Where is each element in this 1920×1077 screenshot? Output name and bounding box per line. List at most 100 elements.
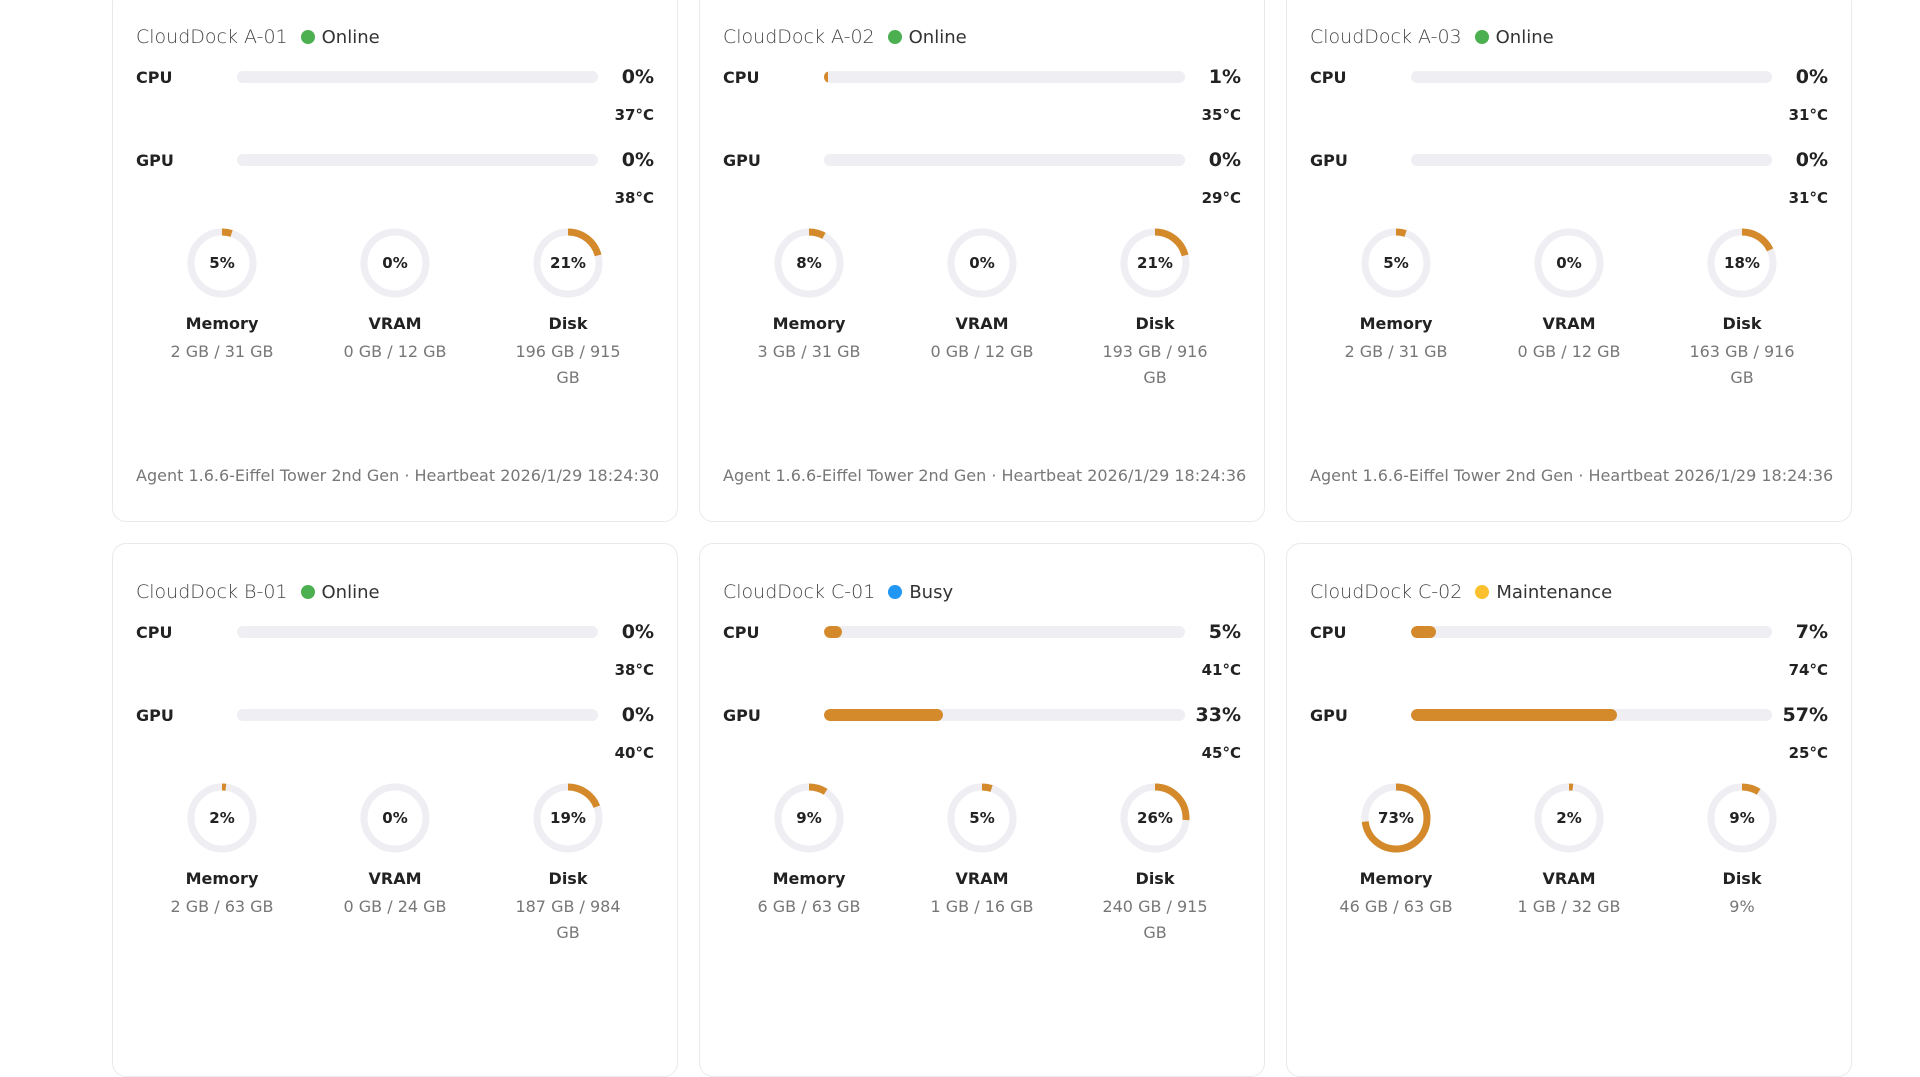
ring-gauge-graphic [533,783,603,853]
device-card[interactable]: CloudDock C-02 Maintenance CPU 7% 74°C G… [1286,543,1852,1077]
gpu-row: GPU 33% [723,700,1241,730]
cpu-temp: 31°C [1788,106,1828,124]
ring-gauge: 8% [773,227,845,299]
ring-percent: 0% [382,254,408,272]
ring-label: Memory [185,869,259,888]
status-dot-icon [1475,585,1490,599]
cpu-temp: 38°C [614,661,654,679]
ring-label: VRAM [955,869,1009,888]
ring-gauge-graphic [1534,783,1604,853]
usage-ring: 0% VRAM 0 GB / 12 GB [896,227,1068,391]
ring-arc [947,783,1017,853]
ring-gauge-graphic [187,228,257,298]
ring-arc [1361,228,1431,298]
ring-percent: 5% [1383,254,1409,272]
device-card[interactable]: CloudDock A-03 Online CPU 0% 31°C GPU 0%… [1286,0,1852,522]
ring-arc [774,228,844,298]
ring-gauge: 21% [1119,227,1191,299]
status-text: Online [908,26,967,48]
usage-ring: 2% Memory 2 GB / 63 GB [136,782,308,946]
gpu-temp: 25°C [1788,744,1828,762]
ring-gauge-graphic [360,783,430,853]
device-card[interactable]: CloudDock B-01 Online CPU 0% 38°C GPU 0%… [112,543,678,1077]
usage-rings: 5% Memory 2 GB / 31 GB 0% VRAM 0 GB / 12… [136,227,654,391]
ring-gauge: 0% [359,227,431,299]
status-text: Online [321,26,380,48]
ring-percent: 0% [382,809,408,827]
ring-gauge: 0% [359,782,431,854]
usage-ring: 19% Disk 187 GB / 984 GB [482,782,654,946]
ring-gauge-graphic [1707,228,1777,298]
ring-gauge: 5% [946,782,1018,854]
ring-percent: 9% [796,809,822,827]
gpu-bar [824,709,1185,721]
ring-label: Disk [1722,314,1762,333]
cpu-value: 0% [1795,66,1828,88]
usage-ring: 5% Memory 2 GB / 31 GB [1310,227,1482,391]
usage-rings: 8% Memory 3 GB / 31 GB 0% VRAM 0 GB / 12… [723,227,1241,391]
usage-ring: 21% Disk 196 GB / 915 GB [482,227,654,391]
ring-percent: 73% [1378,809,1414,827]
ring-label: VRAM [368,314,422,333]
ring-arc [1707,783,1777,853]
ring-detail: 163 GB / 916 GB [1689,342,1795,387]
gpu-bar [237,709,598,721]
card-header: CloudDock A-02 Online [723,24,967,50]
ring-label: VRAM [1542,869,1596,888]
cpu-temp: 37°C [614,106,654,124]
ring-gauge: 18% [1706,227,1778,299]
ring-percent: 21% [550,254,586,272]
ring-gauge-graphic [533,228,603,298]
ring-gauge-graphic [1120,228,1190,298]
cpu-temp: 41°C [1201,661,1241,679]
card-footer: Agent 1.6.6-Eiffel Tower 2nd Gen · Heart… [136,466,660,485]
ring-arc [187,228,257,298]
usage-ring: 8% Memory 3 GB / 31 GB [723,227,895,391]
gpu-bar-fill [824,709,944,721]
ring-percent: 8% [796,254,822,272]
ring-detail: 196 GB / 915 GB [515,342,621,387]
status-dot-icon [300,30,315,44]
cpu-label: CPU [136,622,173,642]
status-text: Online [321,581,380,603]
gpu-value: 0% [621,149,654,171]
ring-gauge: 26% [1119,782,1191,854]
usage-ring: 18% Disk 163 GB / 916 GB [1656,227,1828,391]
device-card[interactable]: CloudDock A-01 Online CPU 0% 37°C GPU 0%… [112,0,678,522]
cpu-bar [237,626,598,638]
gpu-label: GPU [1310,150,1348,170]
ring-gauge: 9% [1706,782,1778,854]
ring-label: Disk [1135,314,1175,333]
gpu-label: GPU [136,150,174,170]
device-card[interactable]: CloudDock A-02 Online CPU 1% 35°C GPU 0%… [699,0,1265,522]
ring-gauge-graphic [1534,228,1604,298]
ring-detail: 46 GB / 63 GB [1339,897,1453,916]
ring-gauge: 21% [532,227,604,299]
cpu-label: CPU [136,67,173,87]
cpu-bar-fill [1411,626,1437,638]
ring-gauge-graphic [1361,228,1431,298]
cpu-label: CPU [1310,622,1347,642]
ring-label: VRAM [955,314,1009,333]
usage-ring: 0% VRAM 0 GB / 12 GB [1483,227,1655,391]
gpu-temp: 31°C [1788,189,1828,207]
ring-gauge-graphic [774,783,844,853]
ring-percent: 5% [209,254,235,272]
device-card[interactable]: CloudDock C-01 Busy CPU 5% 41°C GPU 33% … [699,543,1265,1077]
gpu-value: 57% [1782,704,1828,726]
ring-gauge-graphic [947,228,1017,298]
gpu-row: GPU 57% [1310,700,1828,730]
ring-label: VRAM [368,869,422,888]
gpu-bar [237,154,598,166]
ring-gauge-graphic [1707,783,1777,853]
cpu-temp: 35°C [1201,106,1241,124]
ring-detail: 240 GB / 915 GB [1102,897,1208,942]
ring-gauge-graphic [187,783,257,853]
ring-label: Memory [1359,314,1433,333]
ring-percent: 2% [1556,809,1582,827]
usage-ring: 73% Memory 46 GB / 63 GB [1310,782,1482,920]
status-dot-icon [888,585,903,599]
ring-detail: 9% [1729,897,1755,916]
ring-label: VRAM [1542,314,1596,333]
ring-gauge: 5% [186,227,258,299]
